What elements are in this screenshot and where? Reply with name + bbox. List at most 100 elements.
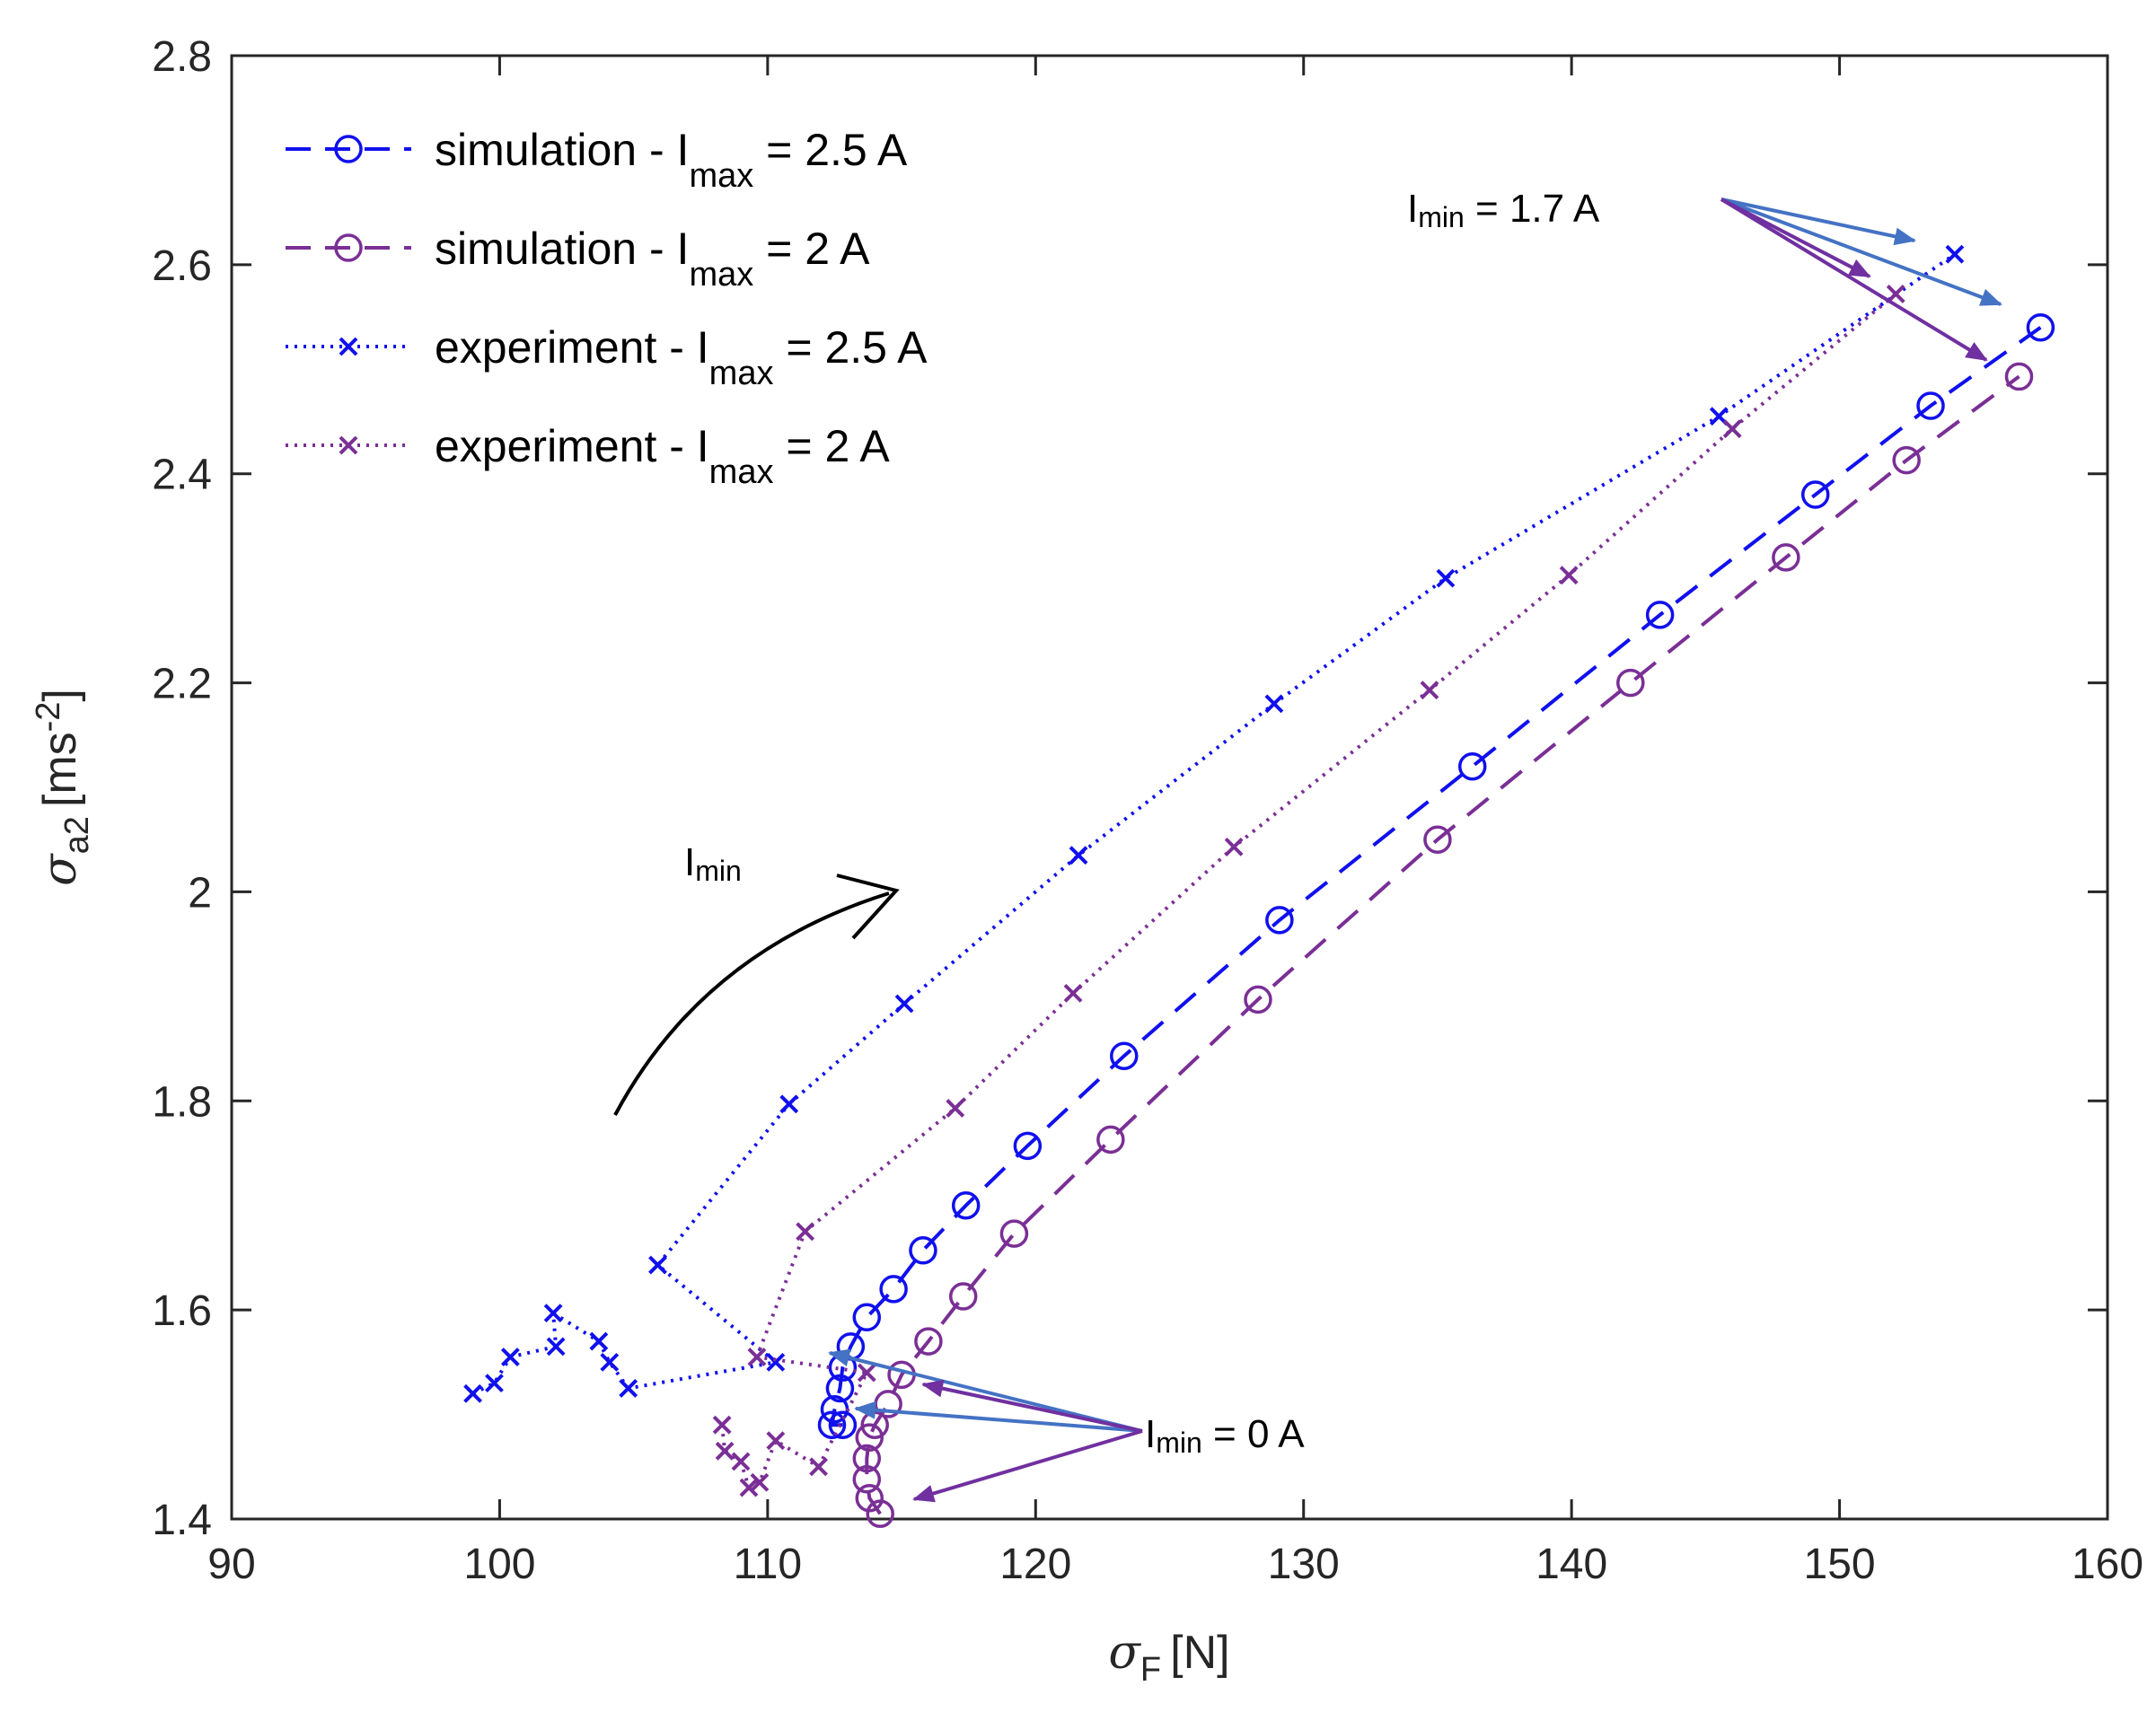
data-point xyxy=(546,1337,566,1357)
x-tick-label: 160 xyxy=(2072,1541,2143,1588)
data-point xyxy=(731,1452,751,1471)
x-tick-label: 90 xyxy=(207,1541,255,1588)
data-point xyxy=(1886,285,1905,303)
data-point xyxy=(825,1374,855,1403)
data-point xyxy=(852,1444,882,1473)
data-point xyxy=(855,1483,884,1513)
svg-text:simulation - Imax = 2.5 A: simulation - Imax = 2.5 A xyxy=(435,125,908,195)
data-point xyxy=(500,1348,520,1366)
data-point xyxy=(828,1410,858,1439)
data-point xyxy=(894,994,914,1014)
data-point xyxy=(855,1423,884,1452)
data-point xyxy=(857,1363,876,1383)
y-tick-label: 1.6 xyxy=(152,1287,212,1335)
data-point xyxy=(1436,568,1456,588)
y-tick-label: 1.8 xyxy=(152,1078,212,1126)
legend-entry-exp-2: experiment - Imax = 2 A xyxy=(286,421,890,491)
data-point xyxy=(600,1352,620,1372)
data-point xyxy=(1800,480,1830,509)
data-point xyxy=(999,1219,1029,1248)
data-point xyxy=(817,1410,847,1439)
series-line-1 xyxy=(865,374,2020,1515)
y-tick-label: 2.2 xyxy=(152,661,212,708)
data-point xyxy=(1645,601,1675,629)
data-point xyxy=(1559,566,1579,585)
data-point xyxy=(1616,668,1645,698)
data-point xyxy=(747,1348,767,1366)
data-point xyxy=(1457,751,1487,781)
data-point xyxy=(2026,312,2055,342)
x-tick-label: 130 xyxy=(1268,1541,1340,1588)
data-point xyxy=(739,1478,759,1497)
annotation-imin-trend: Imin xyxy=(684,840,742,887)
data-point xyxy=(648,1255,667,1275)
data-point xyxy=(1264,694,1284,714)
y-tick-label: 2 xyxy=(188,869,212,917)
legend-entry-exp-25: experiment - Imax = 2.5 A xyxy=(286,322,928,392)
legend-entry-sim-2: simulation - Imax = 2 A xyxy=(286,224,870,294)
data-point xyxy=(1892,445,1921,475)
annotation-imin-0: Imin = 0 A xyxy=(1145,1412,1305,1459)
data-point xyxy=(946,1099,965,1118)
legend-entry-sim-25: simulation - Imax = 2.5 A xyxy=(286,125,908,195)
data-point xyxy=(1110,1041,1139,1070)
data-point xyxy=(1244,985,1272,1014)
data-point xyxy=(463,1383,483,1403)
svg-text:experiment - Imax = 2.5 A: experiment - Imax = 2.5 A xyxy=(435,322,928,392)
data-point xyxy=(1945,244,1965,264)
y-tick-label: 2.4 xyxy=(152,452,212,499)
data-point xyxy=(1420,680,1439,700)
series-line-0 xyxy=(830,326,2042,1427)
data-point xyxy=(1772,543,1800,572)
data-point xyxy=(1063,983,1083,1003)
data-point xyxy=(1722,419,1742,439)
plot-area xyxy=(230,54,2109,1521)
trend-arrow xyxy=(613,874,900,1116)
legend-label: simulation - I xyxy=(435,125,689,175)
data-point xyxy=(766,1352,786,1372)
data-point xyxy=(619,1379,638,1398)
data-point xyxy=(2004,362,2034,391)
annotation-arrows-bottom xyxy=(828,1348,1143,1503)
data-point xyxy=(909,1236,937,1265)
annotation-arrows-top xyxy=(1720,198,2002,362)
legend-label: experiment - I xyxy=(435,322,709,373)
data-point xyxy=(879,1275,908,1304)
data-point xyxy=(766,1431,786,1451)
legend: simulation - Imax = 2.5 A simulation - I… xyxy=(286,125,928,491)
legend-label: simulation - I xyxy=(435,224,689,274)
data-point xyxy=(1013,1131,1043,1161)
data-point xyxy=(852,1303,882,1332)
y-axis-label: σa2[ms-2] xyxy=(30,689,96,886)
x-tick-label: 100 xyxy=(463,1541,535,1588)
y-tick-label: 2.6 xyxy=(152,242,212,290)
x-axis-label: σF [N] xyxy=(1108,1626,1229,1689)
x-tick-label: 110 xyxy=(734,1541,803,1588)
axis-ticks: 90 100 110 120 130 140 150 160 1.4 1.6 1.8 2 2.2 2.4 2… xyxy=(152,33,2143,1588)
data-point xyxy=(1224,837,1244,856)
data-point xyxy=(951,1190,981,1220)
data-point xyxy=(852,1465,882,1494)
data-point xyxy=(712,1415,732,1435)
data-point xyxy=(1423,825,1452,854)
x-tick-label: 120 xyxy=(999,1541,1071,1588)
svg-text:simulation - Imax = 2 A: simulation - Imax = 2 A xyxy=(435,224,870,294)
data-point xyxy=(750,1472,770,1492)
data-point xyxy=(809,1457,828,1477)
data-point xyxy=(1069,846,1088,865)
data-point xyxy=(914,1327,943,1356)
legend-label: experiment - I xyxy=(435,421,709,471)
data-point xyxy=(485,1374,504,1393)
data-point xyxy=(1916,391,1945,420)
data-point xyxy=(1265,906,1294,935)
data-point xyxy=(796,1222,815,1242)
data-point xyxy=(715,1441,735,1461)
data-point xyxy=(1096,1125,1125,1155)
data-point xyxy=(948,1282,978,1311)
x-tick-label: 140 xyxy=(1536,1541,1607,1588)
data-point xyxy=(779,1094,799,1114)
y-tick-label: 1.4 xyxy=(152,1497,212,1544)
svg-text:experiment - Imax = 2 A: experiment - Imax = 2 A xyxy=(435,421,890,491)
x-tick-label: 150 xyxy=(1804,1541,1876,1588)
